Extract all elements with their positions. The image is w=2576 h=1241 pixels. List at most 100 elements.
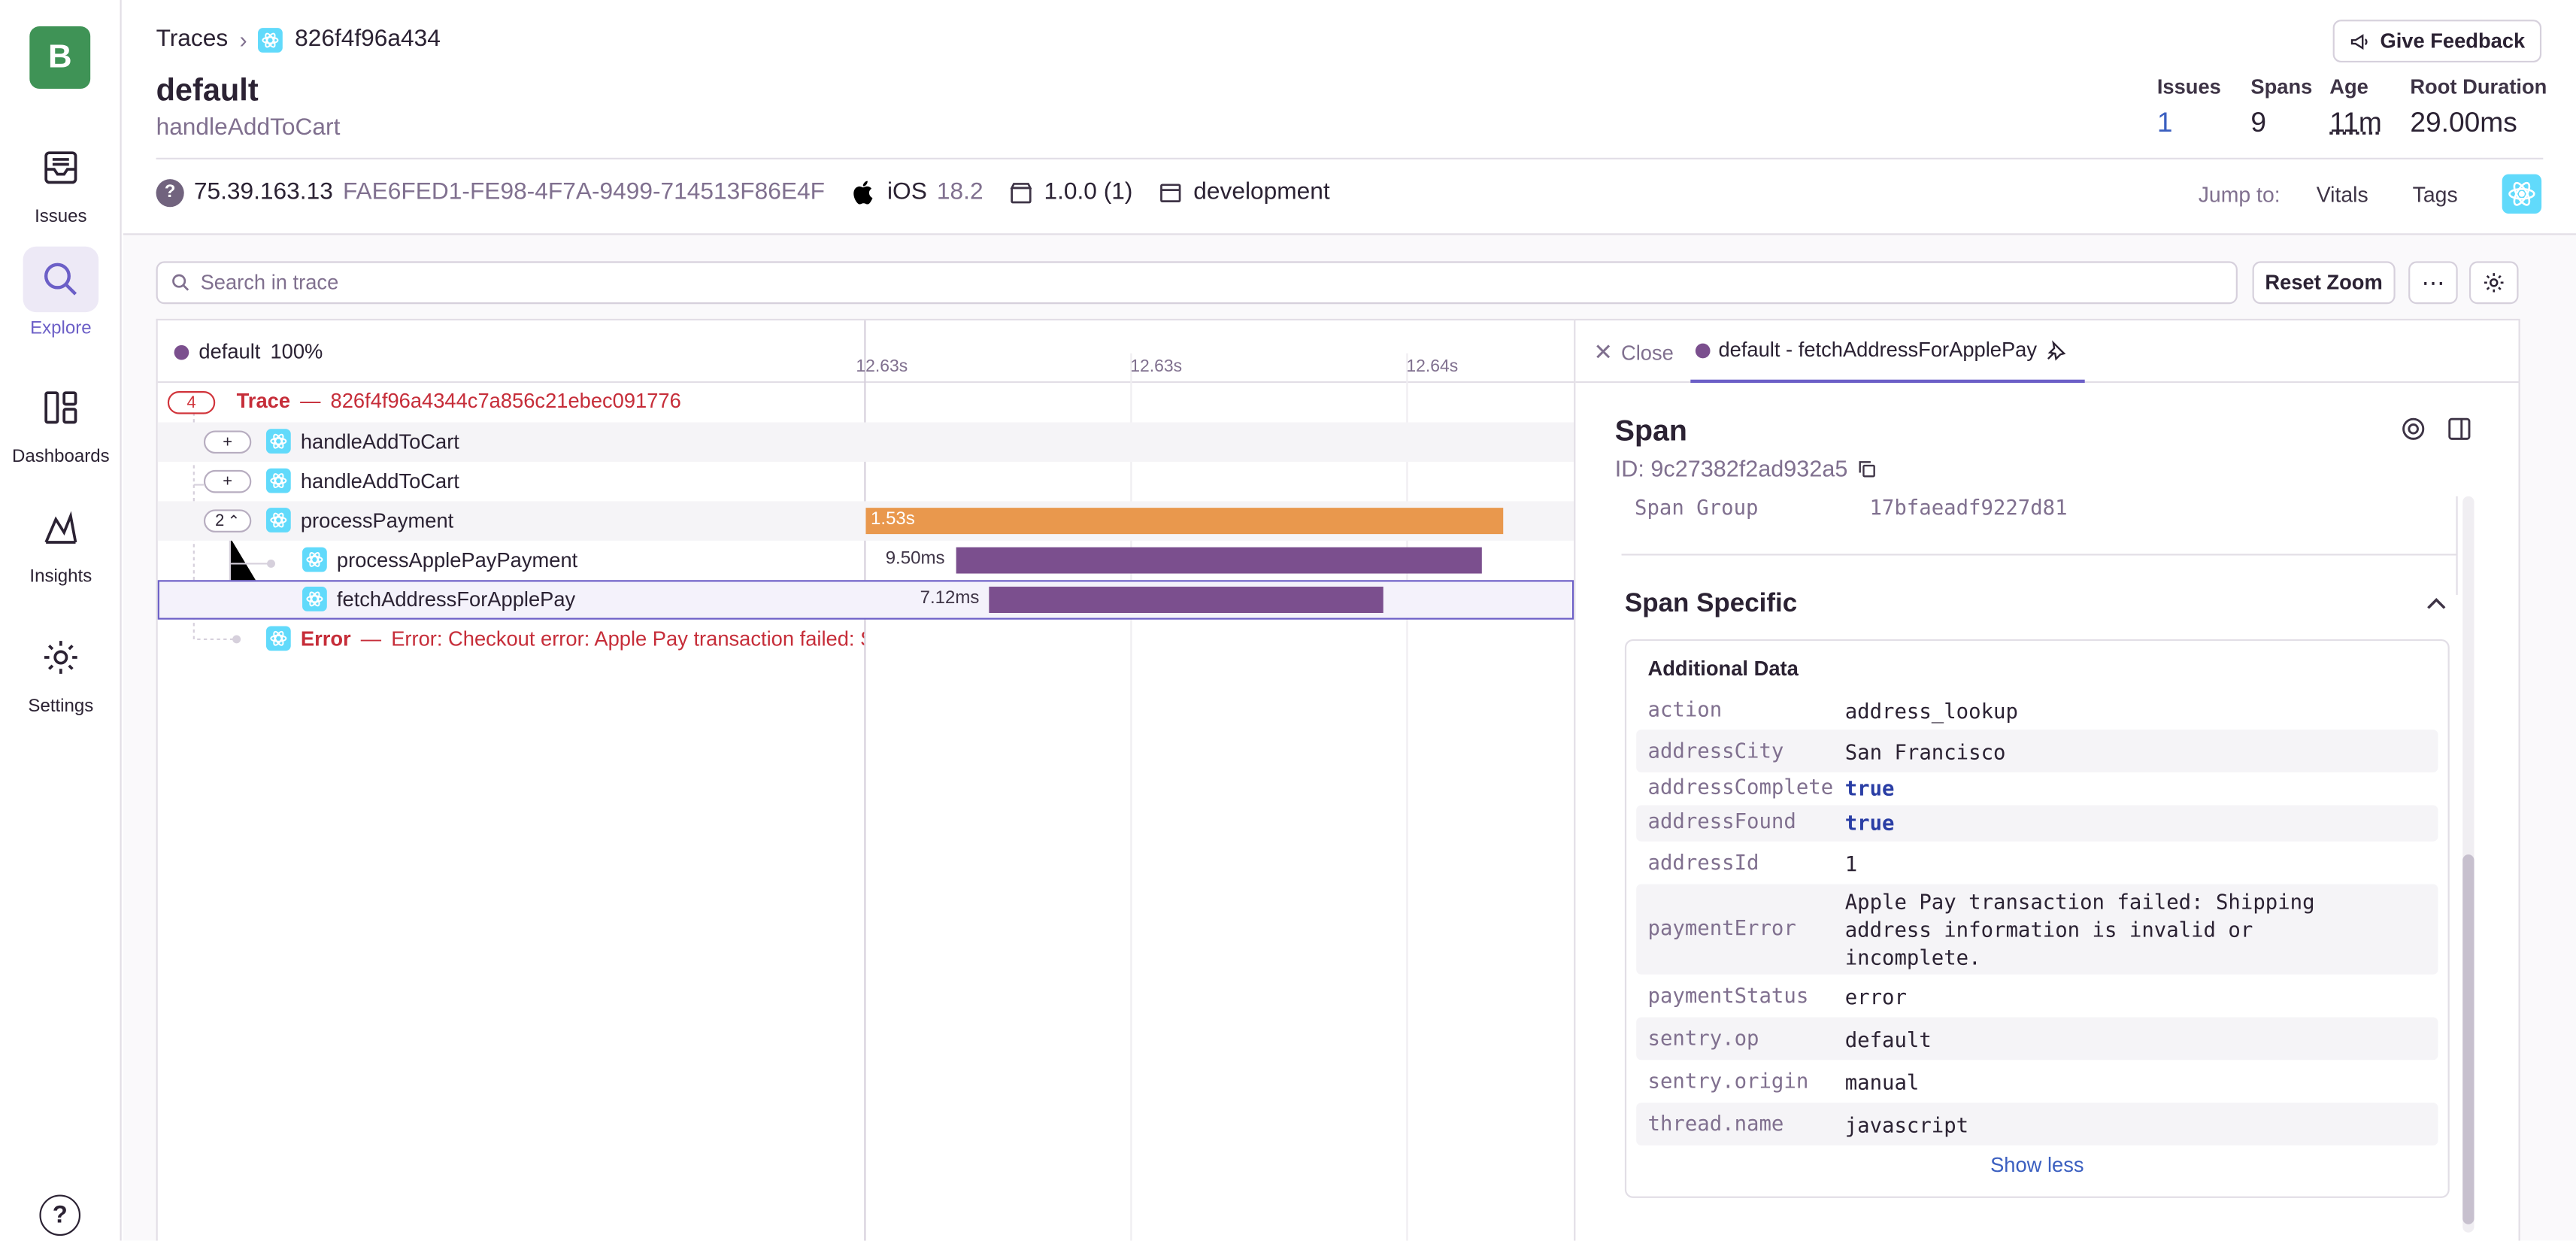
nav-dashboards[interactable]: Dashboards <box>0 375 122 467</box>
show-less-button[interactable]: Show less <box>1990 1153 2084 1177</box>
span-detail-panel: ✕ Close default - fetchAddressForApplePa… <box>1574 318 2520 1241</box>
search-placeholder: Search in trace <box>200 271 339 295</box>
help-icon[interactable]: ? <box>39 1194 81 1236</box>
column-divider[interactable] <box>864 320 866 1241</box>
kv-key: addressId <box>1647 849 1759 875</box>
nav-label: Explore <box>30 318 92 339</box>
kv-value-line: Apple Pay transaction failed: Shipping <box>1844 889 2315 914</box>
nav-issues[interactable]: Issues <box>0 135 122 227</box>
span-row[interactable]: + handleAddToCart <box>158 462 1574 501</box>
nav-label: Dashboards <box>12 447 110 467</box>
stat-value[interactable]: 11m <box>2329 107 2382 138</box>
breadcrumb-traces[interactable]: Traces <box>156 26 229 53</box>
os-name: iOS <box>887 179 927 206</box>
jump-to-label: Jump to: <box>2198 181 2281 207</box>
trace-root-row[interactable]: 4 Trace — 826f4f96a4344c7a856c21ebec0917… <box>158 383 1574 422</box>
span-duration: 9.50ms <box>885 548 945 569</box>
operation-summary: default 100% <box>174 340 323 363</box>
pin-icon[interactable] <box>2045 339 2066 360</box>
span-label: processPayment <box>265 508 453 533</box>
react-icon <box>265 429 291 454</box>
collapse-toggle[interactable]: 2 ⌃ <box>203 509 252 533</box>
kv-row: paymentError Apple Pay transaction faile… <box>1636 884 2438 975</box>
kv-value: true <box>1844 810 1895 835</box>
release-version[interactable]: 1.0.0 (1) <box>1044 179 1133 206</box>
nav-insights[interactable]: Insights <box>0 495 122 587</box>
chevron-up-icon[interactable] <box>2426 595 2446 611</box>
operation-name: default <box>199 340 261 363</box>
give-feedback-button[interactable]: Give Feedback <box>2332 20 2542 63</box>
panel-tabs: ✕ Close default - fetchAddressForApplePa… <box>1575 320 2519 384</box>
kv-row: paymentStatus error <box>1636 975 2438 1018</box>
scroll-thumb[interactable] <box>2462 854 2474 1224</box>
expand-toggle[interactable]: + <box>203 469 252 493</box>
stat-value-link[interactable]: 1 <box>2156 107 2173 138</box>
tab-span-detail[interactable]: default - fetchAddressForApplePay <box>1690 320 2085 384</box>
org-avatar[interactable]: B <box>29 26 91 89</box>
additional-data-title: Additional Data <box>1647 657 1799 681</box>
kv-value: Apple Pay transaction failed: Shipping a… <box>1845 888 2315 971</box>
additional-data-card: Additional Data action address_lookup ad… <box>1624 639 2450 1198</box>
copy-icon[interactable] <box>1856 458 1877 479</box>
stat-label: Spans <box>2250 75 2313 99</box>
environment-name: development <box>1193 179 1330 206</box>
kv-value: manual <box>1844 1070 1920 1095</box>
error-message: Error: Checkout error: Apple Pay transac… <box>391 627 864 651</box>
close-panel-button[interactable]: ✕ Close <box>1593 338 1673 366</box>
trace-settings-button[interactable] <box>2468 261 2519 305</box>
trace-search[interactable]: Search in trace <box>156 261 2238 305</box>
jump-vitals-button[interactable]: Vitals <box>2316 181 2368 207</box>
panel-scrollbar[interactable] <box>2462 496 2474 1233</box>
kv-value: San Francisco <box>1844 739 2006 765</box>
breadcrumb: Traces › 826f4f96a434 <box>156 26 441 53</box>
stat-age: Age 11m <box>2329 76 2382 140</box>
time-tick: 12.63s <box>856 357 908 377</box>
stat-issues: Issues 1 <box>2157 76 2221 140</box>
kv-row: sentry.origin manual <box>1636 1060 2438 1103</box>
trace-meta: ? 75.39.163.13 FAE6FED1-FE98-4F7A-9499-7… <box>156 178 1356 207</box>
nav-settings[interactable]: Settings <box>0 624 122 717</box>
span-duration: 1.53s <box>871 509 915 529</box>
focus-icon[interactable] <box>2400 416 2426 442</box>
nav-explore[interactable]: Explore <box>0 246 122 339</box>
issue-count-badge[interactable]: 4 <box>167 391 216 414</box>
span-row-selected[interactable]: fetchAddressForApplePay 7.12ms <box>157 580 1574 620</box>
error-title: Error <box>300 627 351 651</box>
meta-environment: development <box>1159 179 1330 206</box>
kv-key: thread.name <box>1647 1111 1784 1136</box>
kv-value-line: address information is invalid or <box>1844 917 2253 942</box>
span-row[interactable]: 2 ⌃ processPayment 1.53s <box>157 501 1574 541</box>
error-row[interactable]: Error — Error: Checkout error: Apple Pay… <box>158 620 864 659</box>
span-row[interactable]: processApplePayPayment 9.50ms <box>158 541 1574 580</box>
stat-root-duration: Root Duration 29.00ms <box>2410 76 2547 140</box>
expand-toggle[interactable]: + <box>203 430 252 454</box>
stat-label: Root Duration <box>2410 75 2547 99</box>
section-title[interactable]: Span Specific <box>1624 590 1798 618</box>
unknown-user-icon: ? <box>156 178 184 207</box>
react-icon <box>259 27 283 52</box>
span-id-text: ID: 9c27382f2ad932a5 <box>1614 455 1848 482</box>
span-duration-bar[interactable] <box>865 508 1504 535</box>
kv-key: sentry.op <box>1647 1025 1759 1051</box>
more-options-button[interactable]: ⋯ <box>2408 261 2458 305</box>
span-color-dot <box>1695 342 1711 358</box>
chevron-right-icon: › <box>239 26 247 53</box>
span-group-row: Span Group 17bfaeadf9227d81 <box>1635 495 2068 520</box>
divider <box>2456 496 2458 595</box>
trace-view: Search in trace Reset Zoom ⋯ default 100… <box>123 233 2576 1241</box>
react-icon <box>302 547 327 572</box>
span-row[interactable]: + handleAddToCart <box>157 422 1574 462</box>
kv-row: addressId 1 <box>1636 842 2438 884</box>
jump-to: Jump to: Vitals Tags <box>2198 174 2542 214</box>
kv-row: action address_lookup <box>1636 690 2438 730</box>
jump-tags-button[interactable]: Tags <box>2412 181 2458 207</box>
span-label: fetchAddressForApplePay <box>302 587 575 611</box>
span-duration-bar[interactable] <box>956 547 1482 574</box>
page-subtitle: handleAddToCart <box>156 114 341 141</box>
span-duration-bar[interactable] <box>989 587 1383 613</box>
kv-key: addressFound <box>1647 808 1796 833</box>
operation-pct: 100% <box>270 340 323 363</box>
layout-panel-icon[interactable] <box>2446 416 2472 442</box>
reset-zoom-button[interactable]: Reset Zoom <box>2252 261 2396 305</box>
os-version: 18.2 <box>936 179 983 206</box>
